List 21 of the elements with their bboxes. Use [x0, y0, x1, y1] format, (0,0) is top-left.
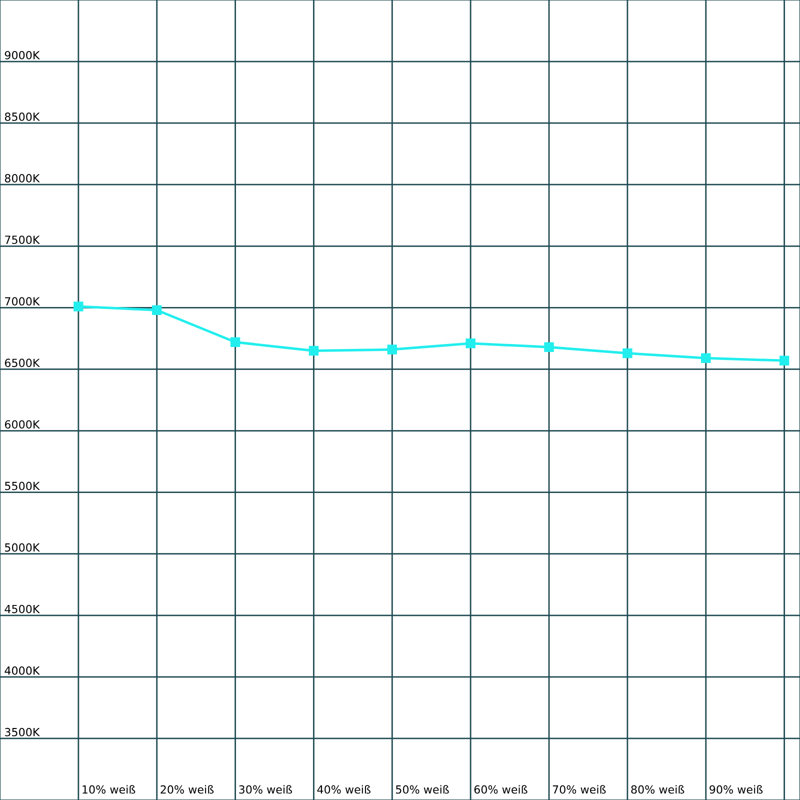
y-tick-label: 8000K — [4, 174, 40, 182]
x-tick-label: 90% weiß — [710, 785, 763, 794]
x-tick-label: 80% weiß — [631, 785, 684, 794]
x-tick-label: 40% weiß — [317, 785, 370, 794]
y-tick-label: 9000K — [4, 50, 40, 60]
y-tick-label: 3500K — [5, 728, 40, 736]
x-tick-label: 70% weiß — [552, 785, 606, 794]
y-tick-label: 5000K — [5, 543, 40, 552]
y-tick-label: 4500K — [4, 604, 40, 614]
x-tick-label: 20% weiß — [160, 785, 214, 794]
x-tick-label: 10% weiß — [82, 785, 136, 794]
y-tick-label: 4000K — [4, 666, 40, 675]
y-tick-label: 5500K — [5, 482, 40, 490]
y-tick-label: 6500K — [4, 358, 40, 368]
y-tick-label: 7000K — [5, 297, 40, 306]
x-tick-label: 60% weiß — [474, 785, 528, 794]
y-tick-label: 6000K — [4, 420, 40, 429]
x-tick-label: 30% weiß — [239, 785, 292, 794]
y-tick-label: 7500K — [5, 236, 40, 244]
y-tick-label: 8500K — [4, 112, 40, 121]
x-tick-label: 50% weiß — [396, 785, 449, 794]
